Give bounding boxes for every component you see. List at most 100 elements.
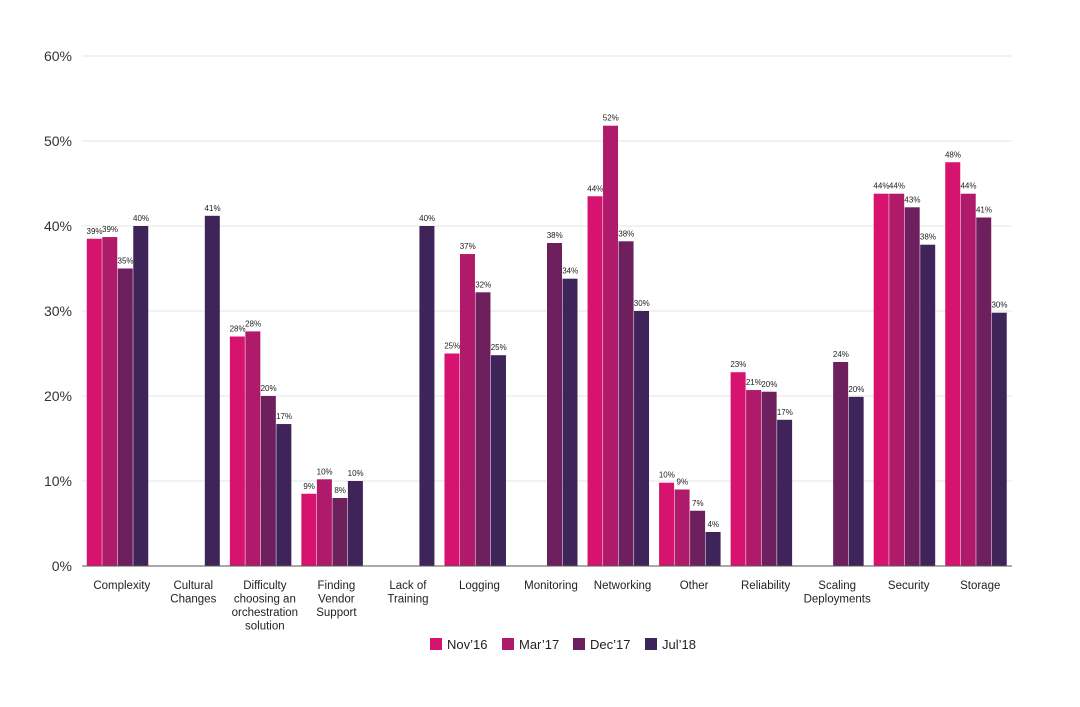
x-category-line: Vendor [318, 594, 355, 606]
bar [960, 193, 976, 566]
bar [204, 215, 220, 567]
bar [347, 481, 363, 566]
y-axis-ticks: 0% 10% 20% 30% 40% 50% 60% [44, 48, 72, 574]
data-label: 25% [491, 343, 507, 352]
bar [475, 292, 491, 566]
x-category-label: Scaling Deployments [804, 580, 871, 606]
bar [659, 482, 675, 566]
bar [490, 355, 506, 566]
bars [86, 125, 1007, 567]
bar [419, 226, 435, 566]
data-label: 20% [761, 380, 777, 389]
legend-label: Jul’18 [662, 637, 696, 652]
x-category-label: Finding Vendor Support [316, 580, 357, 619]
data-label: 41% [976, 206, 992, 215]
bar [976, 217, 992, 566]
data-label: 9% [303, 482, 315, 491]
legend-swatch [502, 638, 514, 650]
bar [603, 125, 619, 566]
x-category-line: Complexity [93, 580, 150, 592]
x-category-line: Monitoring [524, 580, 578, 592]
data-label: 17% [276, 412, 292, 421]
x-axis-categories: Complexity Cultural Changes Difficulty choos… [93, 580, 1000, 633]
data-label: 24% [833, 350, 849, 359]
data-label: 39% [102, 225, 118, 234]
bar [562, 278, 578, 566]
x-category-line: solution [245, 621, 285, 633]
x-category-line: Difficulty [243, 580, 286, 592]
x-category-line: Reliability [741, 580, 790, 592]
bar [889, 193, 905, 566]
bar [245, 331, 261, 566]
data-label: 4% [708, 520, 720, 529]
x-category-line: Finding [318, 580, 356, 592]
legend-swatch [573, 638, 585, 650]
y-tick-label: 30% [44, 303, 72, 319]
data-label: 38% [920, 233, 936, 242]
legend-label: Nov’16 [447, 637, 487, 652]
x-category-line: Security [888, 580, 930, 592]
y-tick-label: 20% [44, 388, 72, 404]
data-label: 44% [960, 182, 976, 191]
x-category-label: Complexity [93, 580, 150, 592]
y-tick-label: 10% [44, 473, 72, 489]
x-category-label: Logging [459, 580, 500, 592]
data-label: 39% [87, 227, 103, 236]
x-category-line: Logging [459, 580, 500, 592]
data-label: 35% [118, 257, 134, 266]
bar [833, 362, 849, 566]
bar [761, 391, 777, 566]
x-category-line: Lack of [389, 580, 427, 592]
data-label: 8% [334, 486, 346, 495]
data-label: 38% [618, 229, 634, 238]
x-category-label: Security [888, 580, 930, 592]
bar [945, 162, 961, 566]
data-label: 38% [547, 231, 563, 240]
bar [705, 532, 721, 566]
bar [634, 311, 650, 566]
x-category-line: Cultural [173, 580, 213, 592]
x-category-line: Other [680, 580, 709, 592]
legend-swatch [645, 638, 657, 650]
data-label: 34% [562, 267, 578, 276]
x-category-line: Deployments [804, 594, 871, 606]
data-label: 40% [419, 214, 435, 223]
data-label: 32% [475, 280, 491, 289]
y-tick-label: 60% [44, 48, 72, 64]
bar [102, 237, 118, 567]
data-label: 28% [245, 319, 261, 328]
data-label: 48% [945, 150, 961, 159]
bar [260, 396, 276, 566]
bar [991, 312, 1007, 566]
legend: Nov’16 Mar’17 Dec’17 Jul’18 [430, 637, 696, 652]
x-category-line: Changes [170, 594, 216, 606]
bar [229, 336, 245, 566]
bar [587, 196, 603, 566]
bar [904, 207, 920, 567]
data-label: 30% [991, 301, 1007, 310]
data-label: 17% [777, 408, 793, 417]
bar [316, 479, 332, 566]
bar [444, 353, 460, 566]
x-category-label: Monitoring [524, 580, 578, 592]
data-labels: 39% 39%35%40%41%28%28%20%17%9%10%8%10%40%… [87, 114, 1008, 529]
bar [674, 489, 690, 566]
x-category-line: Storage [960, 580, 1000, 592]
x-category-line: choosing an [234, 594, 296, 606]
bar [873, 193, 889, 566]
data-label: 9% [677, 478, 689, 487]
bar [690, 510, 706, 566]
data-label: 10% [317, 467, 333, 476]
bar [133, 226, 149, 566]
x-category-label: Storage [960, 580, 1000, 592]
bar [730, 372, 746, 566]
y-tick-label: 50% [44, 133, 72, 149]
data-label: 25% [444, 342, 460, 351]
x-category-label: Networking [594, 580, 652, 592]
bar [777, 419, 793, 566]
data-label: 28% [230, 325, 246, 334]
x-category-line: orchestration [232, 607, 298, 619]
data-label: 40% [133, 214, 149, 223]
bar [547, 243, 562, 566]
